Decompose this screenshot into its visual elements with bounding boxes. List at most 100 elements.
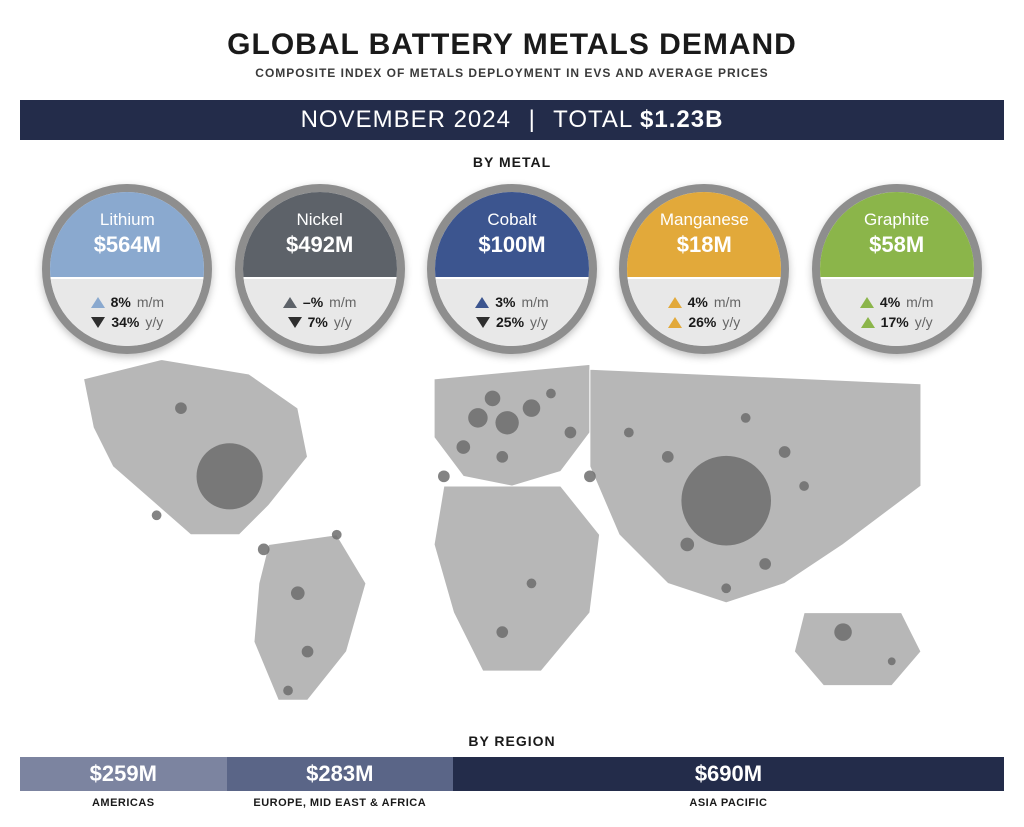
summary-banner: NOVEMBER 2024 | TOTAL $1.23B [20, 100, 1004, 140]
delta-pct: 4% [880, 294, 900, 310]
metal-value: $492M [286, 232, 353, 258]
delta-pct: 4% [688, 294, 708, 310]
land-north-america [84, 359, 308, 534]
land-australia [794, 613, 921, 686]
metal-badge-top: Cobalt$100M [435, 192, 589, 277]
delta-period: y/y [530, 314, 548, 330]
region-segment: $283M [227, 757, 453, 791]
page-subtitle: COMPOSITE INDEX OF METALS DEPLOYMENT IN … [0, 66, 1024, 80]
metal-badge: Cobalt$100M 3%m/m 25% y/y [427, 184, 597, 354]
triangle-up-icon [860, 297, 874, 308]
section-label-by-metal: BY METAL [0, 154, 1024, 170]
map-marker [332, 530, 342, 540]
banner-total-value: $1.23B [640, 106, 723, 133]
map-marker [291, 586, 305, 600]
map-marker [485, 391, 501, 407]
triangle-down-icon [476, 317, 490, 328]
map-marker [468, 408, 487, 427]
page-title: GLOBAL BATTERY METALS DEMAND [0, 28, 1024, 62]
metal-badge-top: Graphite$58M [820, 192, 974, 277]
triangle-down-icon [288, 317, 302, 328]
map-marker [779, 446, 791, 458]
map-marker [741, 413, 751, 423]
delta-row-yy: 26% y/y [668, 314, 740, 330]
map-marker [523, 399, 541, 417]
region-segment: $690M [453, 757, 1004, 791]
delta-pct: 26% [688, 314, 716, 330]
triangle-up-icon [861, 317, 875, 328]
metal-value: $100M [478, 232, 545, 258]
delta-period: m/m [714, 294, 741, 310]
map-marker [681, 456, 771, 546]
metal-badge-bottom: –%m/m7%y/y [243, 277, 397, 346]
metal-badges-row: Lithium$564M8%m/m34%y/yNickel$492M–%m/m7… [20, 184, 1004, 354]
triangle-up-icon [668, 297, 682, 308]
map-marker [495, 411, 518, 434]
delta-row-mm: 8% m/m [91, 294, 164, 310]
metal-name: Lithium [100, 210, 155, 230]
metal-badge-top: Lithium$564M [50, 192, 204, 277]
map-marker [175, 402, 187, 414]
delta-period: y/y [145, 314, 163, 330]
metal-name: Nickel [297, 210, 343, 230]
region-segment: $259M [20, 757, 227, 791]
delta-row-yy: 7%y/y [288, 314, 352, 330]
metal-badge-top: Nickel$492M [243, 192, 397, 277]
map-marker [565, 427, 577, 439]
metal-name: Manganese [660, 210, 749, 230]
map-marker [834, 623, 852, 641]
metal-badge: Manganese$18M 4% m/m 26% y/y [619, 184, 789, 354]
map-marker [680, 538, 694, 552]
region-label: EUROPE, MID EAST & AFRICA [227, 797, 453, 809]
banner-month: NOVEMBER 2024 [301, 106, 511, 133]
delta-period: y/y [722, 314, 740, 330]
map-marker [457, 440, 471, 454]
map-marker [799, 481, 809, 491]
map-marker [527, 579, 537, 589]
metal-value: $18M [677, 232, 732, 258]
world-map [30, 340, 994, 710]
triangle-up-icon [668, 317, 682, 328]
delta-pct: 8% [111, 294, 131, 310]
banner-separator: | [529, 106, 536, 133]
delta-pct: 17% [881, 314, 909, 330]
map-marker [759, 558, 771, 570]
triangle-up-icon [91, 297, 105, 308]
region-bar: $259M$283M$690M [20, 757, 1004, 791]
map-marker [152, 510, 162, 520]
delta-row-mm: 3%m/m [475, 294, 548, 310]
metal-badge: Graphite$58M 4%m/m 17% y/y [812, 184, 982, 354]
metal-value: $564M [94, 232, 161, 258]
delta-pct: 7% [308, 314, 328, 330]
delta-row-yy: 17% y/y [861, 314, 933, 330]
delta-pct: 25% [496, 314, 524, 330]
metal-badge-top: Manganese$18M [627, 192, 781, 277]
region-label: ASIA PACIFIC [453, 797, 1004, 809]
map-marker [258, 544, 270, 556]
map-marker [584, 470, 596, 482]
map-marker [546, 389, 556, 399]
metal-badge: Lithium$564M 8% m/m 34% y/y [42, 184, 212, 354]
metal-value: $58M [869, 232, 924, 258]
by-region-block: BY REGION $259M$283M$690M AMERICASEUROPE… [20, 733, 1004, 809]
triangle-up-icon [475, 297, 489, 308]
metal-badge-bottom: 4%m/m 17% y/y [820, 277, 974, 346]
map-marker [624, 428, 634, 438]
delta-pct: 3% [495, 294, 515, 310]
map-marker [496, 451, 508, 463]
banner-total-label: TOTAL [553, 106, 632, 133]
metal-name: Cobalt [487, 210, 536, 230]
delta-pct: 34% [111, 314, 139, 330]
triangle-up-icon [283, 297, 297, 308]
delta-row-mm: 4%m/m [860, 294, 933, 310]
map-marker [283, 686, 293, 696]
metal-badge-bottom: 4% m/m 26% y/y [627, 277, 781, 346]
delta-period: m/m [137, 294, 164, 310]
delta-row-yy: 25% y/y [476, 314, 548, 330]
region-labels-row: AMERICASEUROPE, MID EAST & AFRICAASIA PA… [20, 797, 1004, 809]
delta-period: y/y [915, 314, 933, 330]
metal-badge-bottom: 3%m/m 25% y/y [435, 277, 589, 346]
delta-row-yy: 34% y/y [91, 314, 163, 330]
map-marker [197, 443, 263, 509]
delta-row-mm: 4% m/m [668, 294, 741, 310]
